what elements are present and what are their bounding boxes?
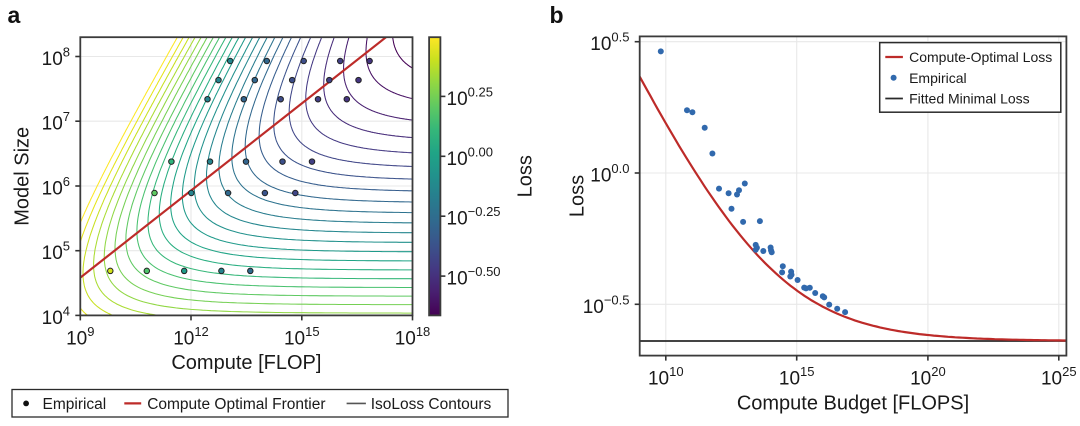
svg-text:Compute Budget [FLOPS]: Compute Budget [FLOPS] (737, 392, 969, 414)
svg-text:Empirical: Empirical (909, 70, 967, 86)
svg-text:b: b (550, 2, 564, 28)
svg-text:Fitted Minimal Loss: Fitted Minimal Loss (909, 91, 1030, 107)
svg-text:106: 106 (42, 174, 70, 200)
svg-text:1015: 1015 (779, 364, 815, 390)
svg-text:Loss: Loss (515, 155, 537, 197)
svg-text:Loss: Loss (567, 175, 589, 217)
svg-text:104: 104 (42, 303, 70, 329)
svg-text:Model Size: Model Size (12, 127, 34, 226)
svg-text:1018: 1018 (395, 324, 431, 350)
svg-text:1010: 1010 (648, 364, 684, 390)
svg-text:a: a (8, 2, 21, 28)
svg-text:IsoLoss Contours: IsoLoss Contours (371, 396, 492, 413)
svg-text:Compute Optimal Frontier: Compute Optimal Frontier (147, 396, 325, 413)
svg-text:Compute [FLOP]: Compute [FLOP] (171, 352, 321, 374)
svg-text:Compute-Optimal Loss: Compute-Optimal Loss (909, 49, 1052, 65)
svg-text:Empirical: Empirical (43, 396, 107, 413)
